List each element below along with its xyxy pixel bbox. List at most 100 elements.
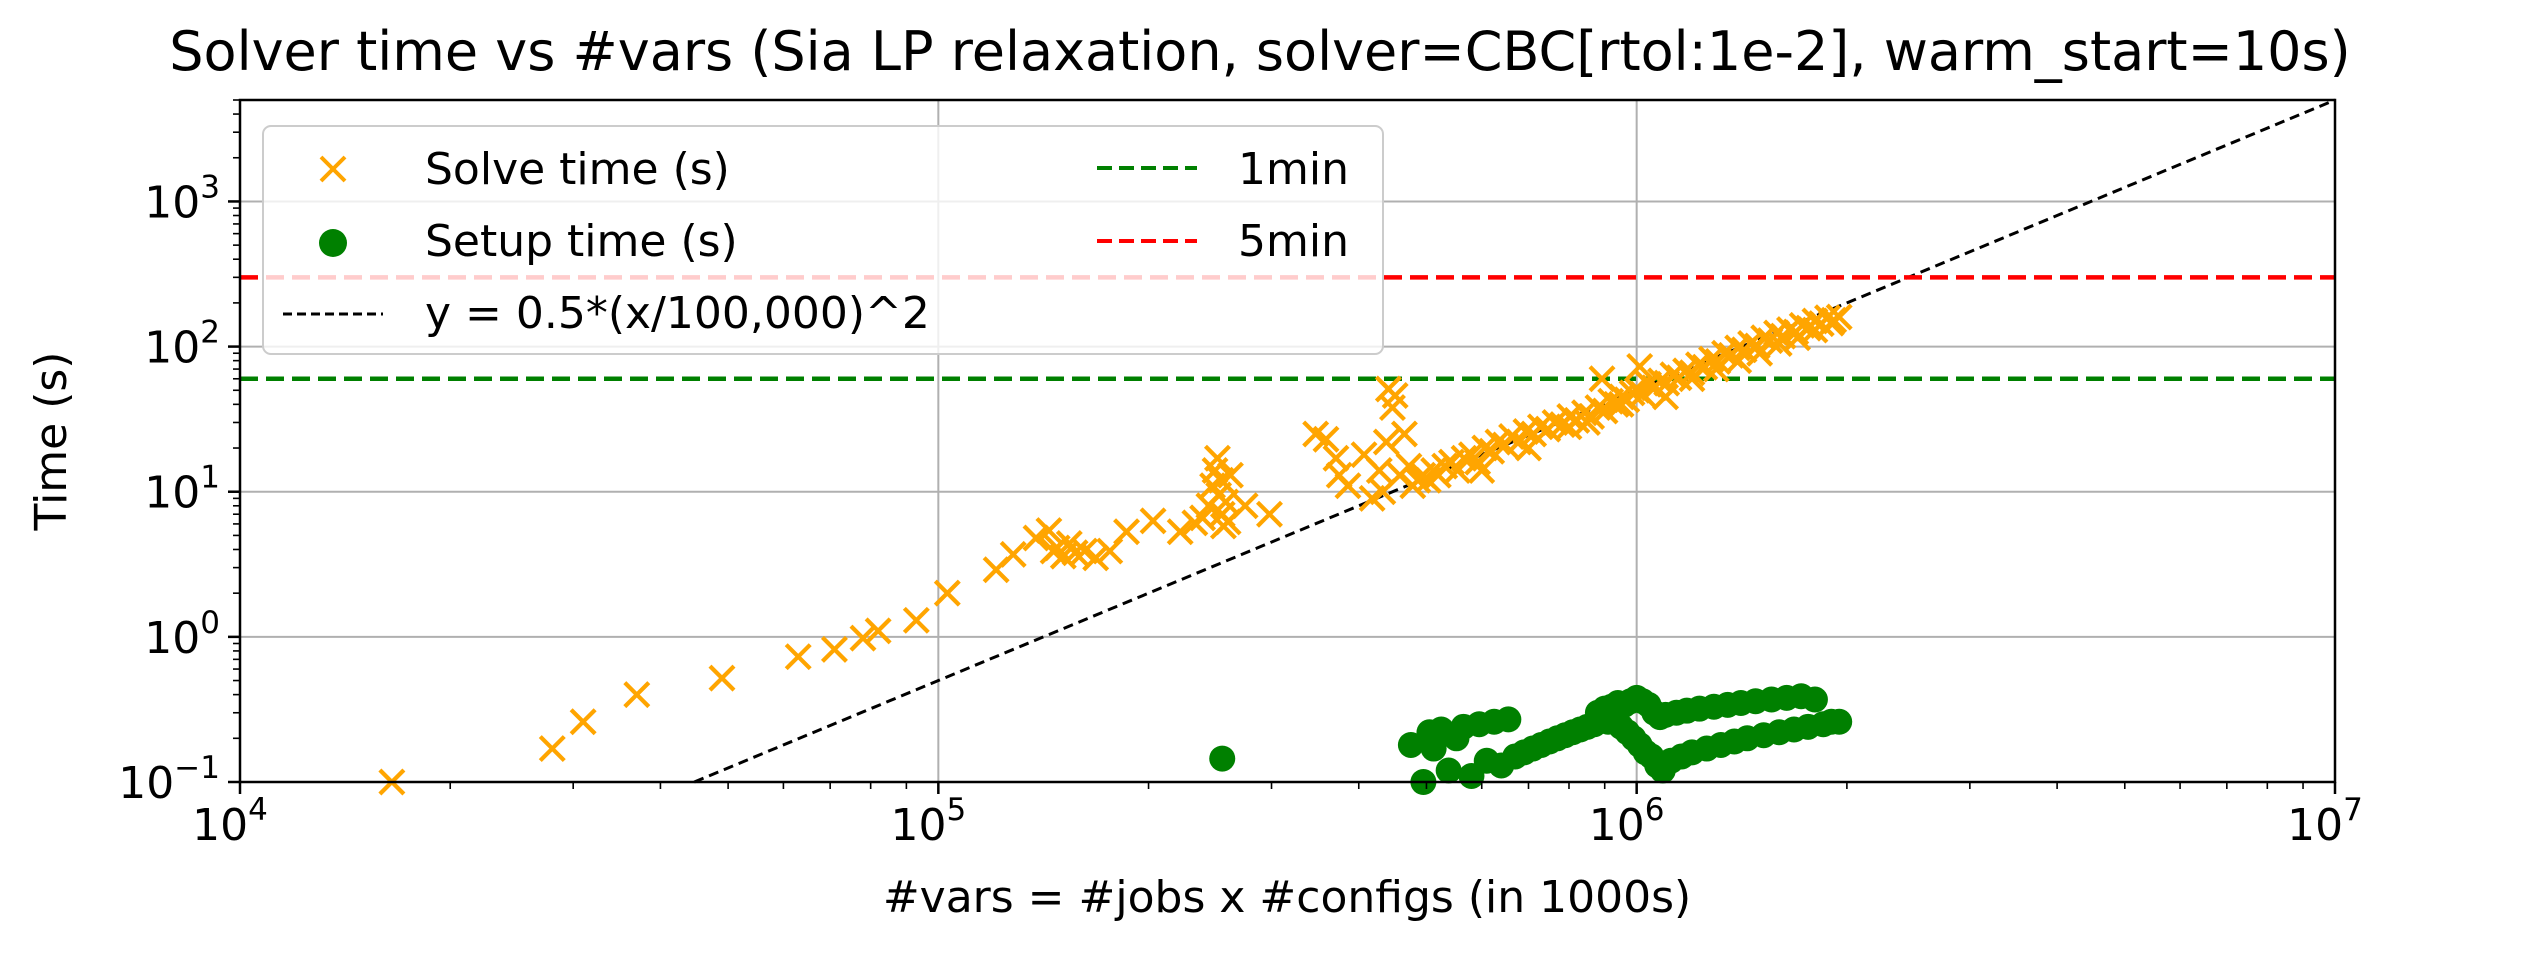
y-axis-label: Time (s) <box>26 352 77 532</box>
solve-time-point <box>1817 309 1845 337</box>
legend-marker-circle <box>319 229 347 257</box>
legend-entry-fit: y = 0.5*(x/100,000)^2 <box>283 288 930 339</box>
solve-time-point <box>1464 448 1492 476</box>
x-tick-exponent: 7 <box>2343 792 2363 828</box>
solve-time-point <box>1390 420 1418 448</box>
solve-time-point <box>1365 457 1393 484</box>
y-tick-exponent: 1 <box>200 460 220 496</box>
solve-time-point <box>1312 425 1340 453</box>
x-tick-base: 10 <box>1589 800 1645 851</box>
plot-frame <box>238 98 2337 784</box>
setup-time-point <box>1801 686 1828 713</box>
solve-time-point <box>623 681 651 709</box>
x-tick-base: 10 <box>2287 800 2343 851</box>
solve-time-point <box>1784 324 1812 352</box>
setup-time-point <box>1209 745 1236 772</box>
solve-time-point <box>1746 339 1774 367</box>
x-axis-label: #vars = #jobs x #configs (in 1000s) <box>883 872 1691 923</box>
x-tick-label: 107 <box>2287 792 2363 851</box>
solve-time-point <box>849 624 877 652</box>
setup-time-point <box>1826 708 1853 735</box>
x-tick-exponent: 5 <box>946 792 966 828</box>
solve-time-point <box>538 735 566 763</box>
setup-time-point <box>1397 731 1424 758</box>
y-tick-label: 101 <box>144 460 220 519</box>
solve-time-point <box>1334 472 1362 500</box>
solve-time-point <box>1203 444 1231 472</box>
legend-entry-5min: 5min <box>1097 216 1349 267</box>
solve-time-point <box>1678 365 1706 393</box>
solve-time-point <box>1022 524 1050 552</box>
solve-time-point <box>1216 461 1244 489</box>
solve-time-point <box>1113 518 1141 546</box>
solve-time-point <box>569 708 597 736</box>
y-tick-exponent: 3 <box>200 169 220 205</box>
solve-time-point <box>1801 316 1829 344</box>
solve-time-point <box>1526 413 1554 441</box>
solve-time-point <box>864 617 892 645</box>
solve-time-point <box>1035 517 1063 545</box>
solve-time-point <box>1372 428 1400 456</box>
y-tick-label: 103 <box>144 169 220 228</box>
solve-time-point <box>1484 428 1512 456</box>
solve-time-point <box>999 540 1027 568</box>
y-tick-base: 10 <box>144 323 200 374</box>
solve-time-point <box>784 643 812 671</box>
x-tick-label: 105 <box>890 792 966 851</box>
y-tick-label: 10−1 <box>118 750 220 809</box>
x-tick-base: 10 <box>192 800 248 851</box>
legend-marker-x <box>319 155 347 183</box>
solve-time-point <box>1607 390 1635 418</box>
legend-label-setup: Setup time (s) <box>425 216 738 267</box>
y-tick-base: 10 <box>144 468 200 519</box>
solve-time-point <box>1256 500 1283 528</box>
solve-time-point <box>902 606 930 634</box>
legend-box <box>262 125 1384 355</box>
legend-entry-setup: Setup time (s) <box>319 216 738 267</box>
y-tick-label: 102 <box>144 315 220 374</box>
legend-label-solve: Solve time (s) <box>425 144 730 195</box>
y-tick-base: 10 <box>144 177 200 228</box>
x-tick-base: 10 <box>890 800 946 851</box>
x-axis-ticks: 104 105 106 107 <box>192 782 2363 851</box>
solve-time-point <box>1573 408 1601 436</box>
solve-time-series <box>378 303 1853 796</box>
legend-label-fit: y = 0.5*(x/100,000)^2 <box>425 288 930 339</box>
solve-time-point <box>1139 507 1167 535</box>
legend-label-5min: 5min <box>1238 216 1349 267</box>
y-tick-base: 10 <box>144 613 200 664</box>
solve-time-point <box>1381 382 1409 410</box>
legend-entry-1min: 1min <box>1097 144 1349 195</box>
solve-time-point <box>1061 539 1089 567</box>
solve-time-point <box>933 579 961 607</box>
x-tick-exponent: 6 <box>1645 792 1665 828</box>
x-tick-label: 106 <box>1589 792 1665 851</box>
solve-time-point <box>708 664 736 692</box>
legend-label-1min: 1min <box>1238 144 1349 195</box>
y-tick-exponent: 0 <box>200 605 220 641</box>
solve-time-point <box>1652 383 1680 411</box>
solve-time-point <box>1166 518 1194 546</box>
y-tick-label: 100 <box>144 605 220 664</box>
solve-time-point <box>1702 355 1730 383</box>
solve-time-point <box>1626 352 1654 380</box>
solve-time-point <box>1765 330 1793 357</box>
legend: Solve time (s) Setup time (s) y = 0.5*(x… <box>262 125 1384 355</box>
solve-time-point <box>820 635 848 663</box>
legend-entry-solve: Solve time (s) <box>319 144 730 195</box>
setup-time-series <box>1209 683 1853 795</box>
solve-time-point <box>1082 544 1110 572</box>
y-tick-exponent: −1 <box>174 750 220 786</box>
y-tick-base: 10 <box>118 758 174 809</box>
chart-title: Solver time vs #vars (Sia LP relaxation,… <box>169 20 2351 83</box>
setup-time-point <box>1435 757 1462 784</box>
solve-time-point <box>1725 347 1753 375</box>
solve-time-point <box>1468 457 1496 484</box>
x-tick-exponent: 4 <box>248 792 268 828</box>
setup-time-point <box>1495 706 1522 733</box>
solve-time-point <box>1231 492 1259 520</box>
y-tick-exponent: 2 <box>200 315 220 351</box>
solve-time-point <box>1515 434 1542 462</box>
